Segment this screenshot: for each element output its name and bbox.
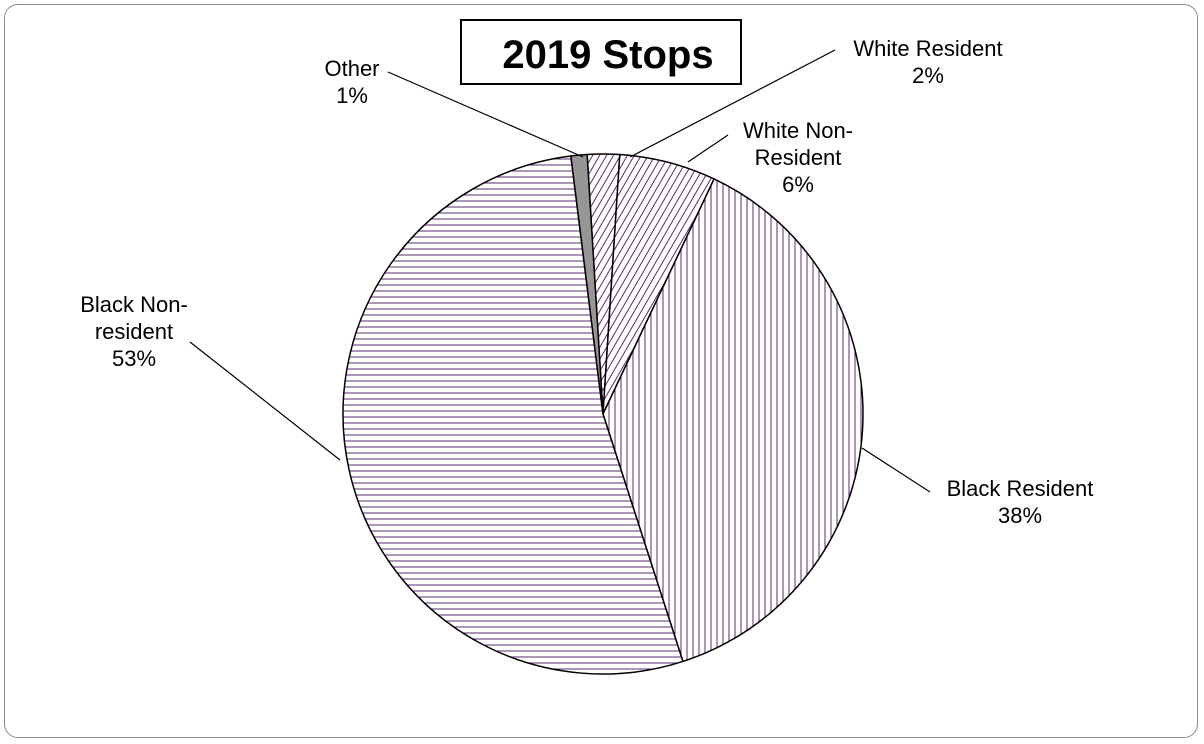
slice-label-line: Resident (755, 145, 842, 170)
slice-label-line: resident (95, 319, 173, 344)
slice-label: Black Non-resident 53% (80, 292, 188, 371)
slice-label-line: 2% (912, 63, 944, 88)
pie-slices (342, 153, 864, 675)
slice-label-line: White Resident (853, 36, 1002, 61)
slice-label-line: 1% (336, 83, 368, 108)
slice-label-line: White Non- (743, 118, 853, 143)
slice-label: White Resident 2% (853, 36, 1002, 88)
pie-slice-black-resident (602, 177, 864, 663)
leader-line (629, 49, 836, 158)
leader-line (189, 341, 341, 461)
slice-label-line: 38% (998, 503, 1042, 528)
pie-slice-black-non-resident (342, 155, 684, 675)
chart-title-box: 2019 Stops (460, 19, 742, 85)
slice-labels: White Resident 2%White Non-Resident 6%Blac… (80, 36, 1093, 528)
leader-line (387, 71, 584, 158)
slice-label: Black Resident 38% (947, 476, 1094, 528)
slice-label: White Non-Resident 6% (743, 118, 853, 197)
leader-line (687, 134, 729, 163)
slice-label-line: Black Resident (947, 476, 1094, 501)
slice-label-line: Other (324, 56, 379, 81)
chart-title: 2019 Stops (502, 33, 713, 77)
slice-label-line: Black Non- (80, 292, 188, 317)
leader-line (861, 447, 931, 493)
slice-label-line: 6% (782, 172, 814, 197)
leader-lines (189, 49, 931, 493)
slice-label: Other 1% (324, 56, 379, 108)
slice-label-line: 53% (112, 346, 156, 371)
